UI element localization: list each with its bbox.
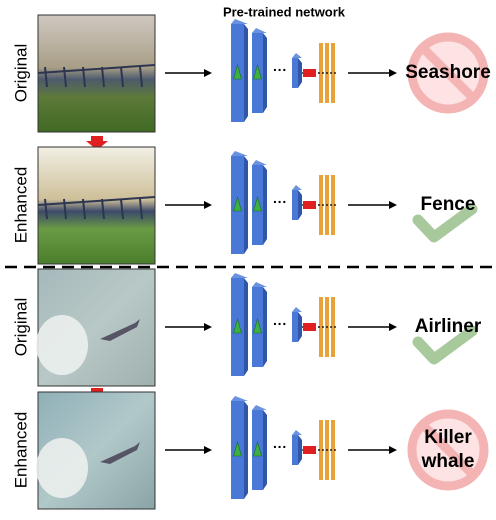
layer-side [244, 401, 248, 499]
fc-layer [303, 201, 316, 209]
layer-top [231, 151, 248, 156]
layer-top [292, 185, 302, 190]
row-label: Enhanced [11, 412, 30, 489]
layer-top [231, 19, 248, 24]
layer-side [244, 156, 248, 254]
prediction: Killer [424, 427, 472, 448]
ellipsis: ··· [273, 439, 287, 455]
row-label: Enhanced [11, 167, 30, 244]
arrow-head [389, 69, 397, 77]
prediction: Seashore [405, 62, 491, 83]
diagram: Pre-trained network Original ··· Seashore E… [0, 0, 496, 520]
layer-top [292, 430, 302, 435]
prediction: Fence [421, 194, 476, 215]
layer-top [292, 307, 302, 312]
layer-side [298, 190, 302, 220]
layer-side [263, 287, 267, 367]
arrow-head [204, 323, 212, 331]
arrow-head [389, 323, 397, 331]
layer-side [298, 58, 302, 88]
cloud [36, 315, 88, 375]
layer-side [263, 33, 267, 113]
layer-side [298, 435, 302, 465]
prediction: Airliner [415, 316, 482, 337]
layer [292, 312, 298, 342]
layer [292, 58, 298, 88]
ellipsis: ··· [273, 62, 287, 78]
arrow-head [389, 201, 397, 209]
layer-top [252, 405, 267, 410]
layer-side [263, 165, 267, 245]
layer-side [298, 312, 302, 342]
arrow-head [204, 201, 212, 209]
layer-side [263, 410, 267, 490]
layer-top [252, 160, 267, 165]
layer-top [231, 396, 248, 401]
layer-top [231, 273, 248, 278]
fc-layer [303, 69, 316, 77]
layer [292, 435, 298, 465]
layer-top [292, 53, 302, 58]
layer-top [252, 282, 267, 287]
layer-side [244, 278, 248, 376]
ellipsis: ··· [273, 194, 287, 210]
layer-top [252, 28, 267, 33]
arrow-head [204, 446, 212, 454]
ellipsis: ··· [273, 316, 287, 332]
arrow-head [204, 69, 212, 77]
photo [38, 147, 155, 264]
fc-layer [303, 323, 316, 331]
row-label: Original [11, 44, 30, 103]
network-title: Pre-trained network [223, 4, 346, 19]
prediction: whale [421, 451, 475, 472]
cloud [36, 438, 88, 498]
layer [292, 190, 298, 220]
row-label: Original [11, 298, 30, 357]
photo [38, 15, 155, 132]
arrow-head [389, 446, 397, 454]
layer-side [244, 24, 248, 122]
fc-layer [303, 446, 316, 454]
